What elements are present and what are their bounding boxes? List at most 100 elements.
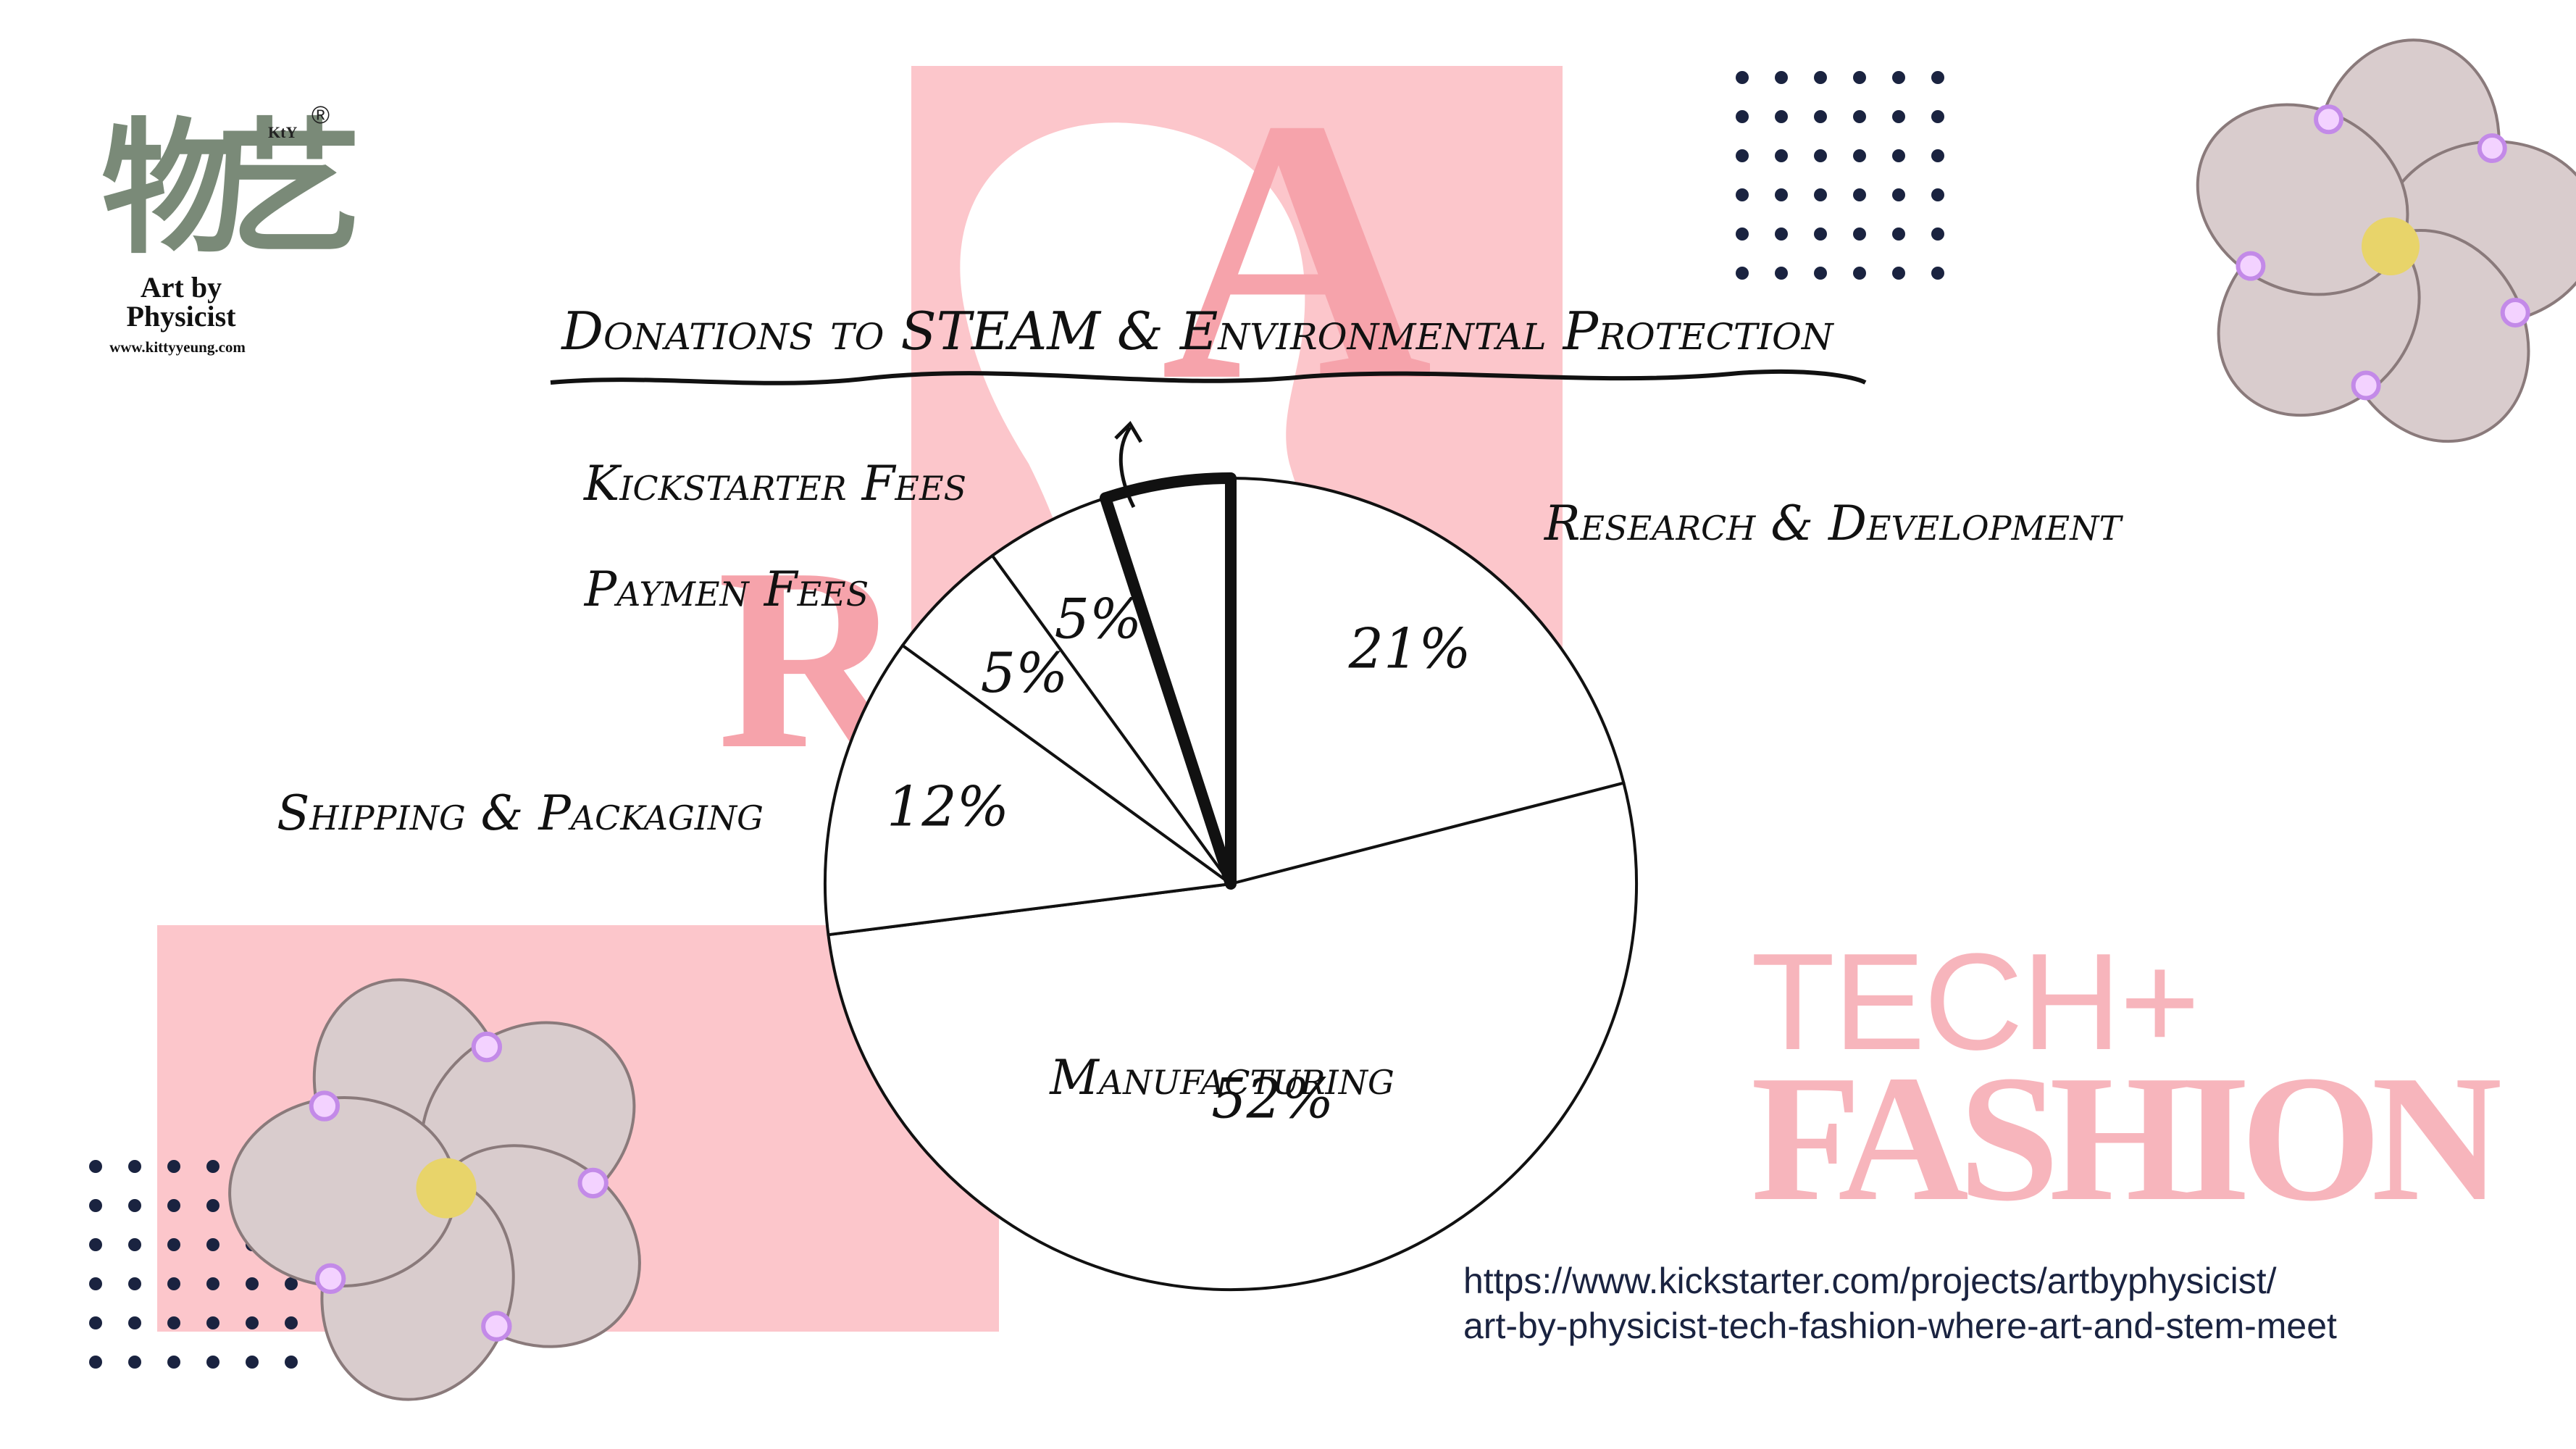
dot — [89, 1277, 102, 1290]
dot — [1775, 267, 1788, 280]
slice-label: Research & Development — [1544, 496, 2124, 551]
dot — [1814, 149, 1827, 162]
dot — [285, 1277, 298, 1290]
pie-slice — [1229, 477, 1626, 885]
led — [2351, 370, 2381, 401]
dot — [206, 1277, 219, 1290]
tagline-line: TECH+ — [1751, 925, 2200, 1079]
dot — [1853, 227, 1866, 241]
dot — [1931, 227, 1944, 241]
dot — [1736, 149, 1749, 162]
dot — [1736, 188, 1749, 201]
dot — [1814, 71, 1827, 84]
dot — [1853, 267, 1866, 280]
slice-label: Manufacturing — [1049, 1050, 1394, 1106]
dot — [167, 1316, 180, 1329]
dot — [206, 1356, 219, 1369]
title-underline — [550, 369, 1867, 385]
dot — [206, 1316, 219, 1329]
dot — [89, 1238, 102, 1251]
led — [2236, 251, 2266, 281]
dot — [128, 1160, 141, 1173]
pie-slice — [1099, 472, 1237, 890]
dot — [128, 1277, 141, 1290]
dot — [1853, 188, 1866, 201]
led — [2314, 104, 2344, 135]
dot — [1892, 267, 1905, 280]
slice-label: Shipping & Packaging — [277, 785, 764, 841]
slice-value-label: 5% — [1055, 587, 1142, 651]
dot — [206, 1160, 219, 1173]
dot — [1814, 267, 1827, 280]
dot — [89, 1316, 102, 1329]
led — [481, 1311, 512, 1342]
dot — [285, 1356, 298, 1369]
slice-label: Kickstarter Fees — [583, 456, 966, 511]
dot — [1892, 110, 1905, 123]
tagline-line: FASHION — [1751, 1038, 2502, 1239]
dot — [1853, 110, 1866, 123]
pie-slice — [824, 643, 1232, 937]
dot — [1814, 110, 1827, 123]
slice-value-label: 21% — [1348, 616, 1471, 680]
slice-label: Donations to STEAM & Environmental Prote… — [560, 301, 1835, 362]
logo-website: www.kittyyeung.com — [109, 338, 246, 356]
dot — [167, 1277, 180, 1290]
dot — [128, 1238, 141, 1251]
dot — [246, 1356, 259, 1369]
dot — [1736, 267, 1749, 280]
led — [314, 1263, 346, 1295]
slice-value-label: 5% — [981, 640, 1069, 705]
dot — [128, 1199, 141, 1212]
dot — [128, 1356, 141, 1369]
dot — [1892, 71, 1905, 84]
dot — [89, 1356, 102, 1369]
slice-value-label: 12% — [887, 774, 1009, 839]
slice-value-label: 52% — [1211, 1066, 1334, 1131]
dot — [1931, 267, 1944, 280]
dot — [128, 1316, 141, 1329]
dot — [1775, 188, 1788, 201]
url[interactable]: art-by-physicist-tech-fashion-where-art-… — [1463, 1306, 2337, 1346]
dot — [1931, 149, 1944, 162]
logo-line: Physicist — [126, 300, 236, 333]
dot — [1736, 71, 1749, 84]
pie-slice — [900, 554, 1232, 885]
logo-characters: 物艺 — [101, 104, 362, 274]
dot — [1736, 227, 1749, 241]
arrow — [1114, 420, 1143, 509]
led — [471, 1031, 503, 1063]
dot — [1814, 227, 1827, 241]
dot — [167, 1356, 180, 1369]
led — [2500, 298, 2530, 328]
dot — [1775, 110, 1788, 123]
logo-line: Art by — [141, 271, 222, 304]
dot — [206, 1238, 219, 1251]
led — [2477, 133, 2507, 164]
led — [309, 1090, 340, 1122]
slice-label: Paymen Fees — [584, 561, 869, 617]
pie-chart: 21% Research & Development 52%Manufacturin… — [277, 301, 2124, 1291]
dot — [1892, 188, 1905, 201]
dot — [1736, 110, 1749, 123]
dot — [1931, 71, 1944, 84]
dot-grid — [1736, 71, 1944, 280]
dot — [246, 1277, 259, 1290]
dot — [1892, 149, 1905, 162]
flower — [2196, 38, 2576, 443]
dot — [89, 1199, 102, 1212]
dot — [1931, 188, 1944, 201]
dot — [285, 1316, 298, 1329]
dot — [1814, 188, 1827, 201]
dot — [1853, 71, 1866, 84]
dot — [167, 1238, 180, 1251]
dot — [1853, 149, 1866, 162]
logo: 物艺 KtY ® Art by Physicist www.kittyyeung… — [101, 101, 362, 356]
dot — [206, 1199, 219, 1212]
dot — [1775, 227, 1788, 241]
url[interactable]: https://www.kickstarter.com/projects/art… — [1463, 1261, 2277, 1301]
dot — [1892, 227, 1905, 241]
dot — [89, 1160, 102, 1173]
dot — [1775, 149, 1788, 162]
